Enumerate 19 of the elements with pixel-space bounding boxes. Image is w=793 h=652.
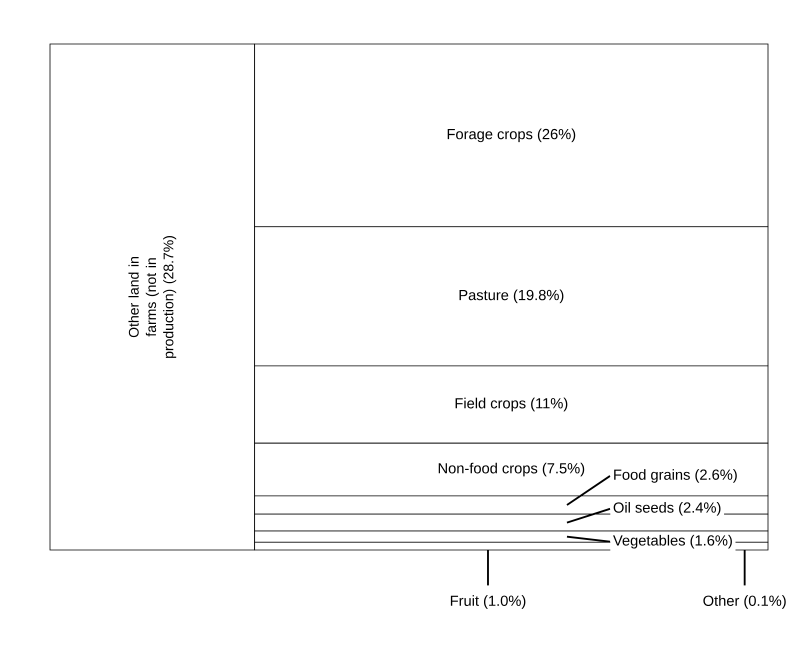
category-label: Vegetables — [613, 534, 686, 549]
category-label: Food grains — [614, 469, 690, 483]
data-label: (1.6%) — [690, 534, 732, 549]
category-label: Fruit — [450, 595, 479, 606]
category-label: Field crops — [456, 398, 526, 412]
category-label: Oil seeds — [614, 502, 674, 513]
category-label: Non-food crops — [438, 462, 538, 476]
category-label: Other — [703, 595, 740, 606]
category-label: Forage crops — [448, 129, 532, 142]
data-label: (0.1%) — [744, 595, 786, 609]
category-label: Pasture — [460, 290, 508, 300]
data-label: (11%) — [531, 398, 568, 412]
data-label: (28.7%) — [163, 236, 176, 284]
data-label: (19.8%) — [514, 289, 564, 304]
data-label: (2.6%) — [695, 469, 737, 483]
data-label: (26%) — [538, 128, 576, 142]
data-label: (2.4%) — [679, 502, 720, 516]
data-label: (7.5%) — [542, 462, 584, 476]
data-label: (1.0%) — [484, 595, 526, 609]
